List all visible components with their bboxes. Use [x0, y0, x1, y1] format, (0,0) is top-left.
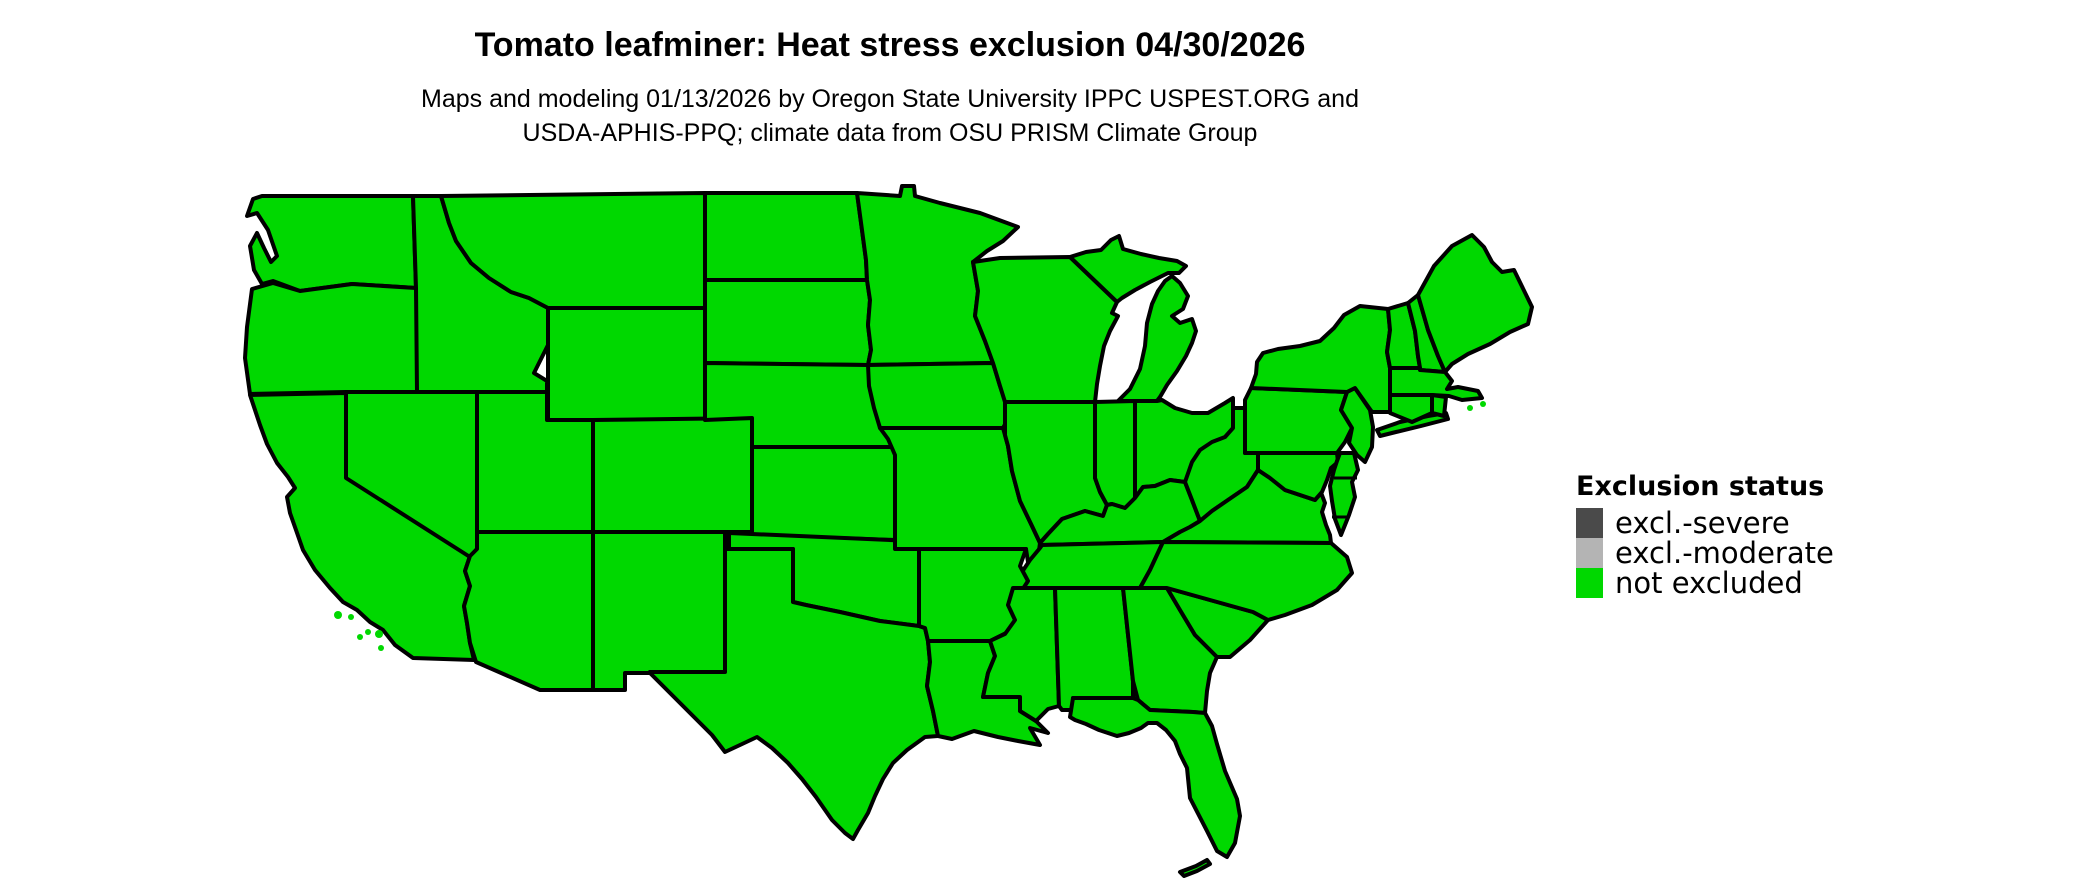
state-ks [750, 445, 897, 542]
state-az [462, 530, 595, 692]
state-pa [1243, 386, 1354, 455]
channel-island [378, 645, 384, 651]
legend-swatch-severe-icon [1576, 508, 1603, 538]
state-nd [703, 191, 869, 282]
channel-island [357, 634, 363, 640]
state-nm [591, 530, 727, 692]
state-mi [1116, 274, 1198, 403]
state-wy [546, 306, 707, 422]
state-ny [1249, 304, 1392, 414]
state-al [1053, 586, 1135, 712]
subtitle-line-2: USDA-APHIS-PPQ; climate data from OSU PR… [522, 119, 1258, 147]
state-in [1093, 399, 1137, 510]
header: Tomato leafminer: Heat stress exclusion … [0, 0, 1780, 150]
page-title: Tomato leafminer: Heat stress exclusion … [474, 26, 1306, 64]
state-ct [1388, 393, 1434, 424]
legend-item-not-excluded: not excluded [1576, 568, 1834, 598]
state-ri [1430, 393, 1448, 418]
legend: Exclusion status excl.-severe excl.-mode… [1576, 471, 1834, 598]
legend-label-severe: excl.-severe [1615, 506, 1790, 540]
legend-label-not-excluded: not excluded [1615, 566, 1803, 600]
map-subtitle: Maps and modeling 01/13/2026 by Oregon S… [0, 82, 1780, 150]
state-sd [703, 278, 873, 367]
nantucket-island [1467, 405, 1473, 411]
state-fl-keys [1178, 858, 1212, 878]
channel-island [348, 614, 354, 620]
state-or [243, 281, 420, 396]
legend-item-moderate: excl.-moderate [1576, 538, 1834, 568]
legend-label-moderate: excl.-moderate [1615, 536, 1834, 570]
subtitle-line-1: Maps and modeling 01/13/2026 by Oregon S… [421, 85, 1359, 113]
marthas-vineyard-island [1480, 401, 1486, 407]
state-ia [866, 361, 1010, 430]
channel-island [365, 629, 371, 635]
states-group [243, 184, 1534, 878]
legend-title: Exclusion status [1576, 471, 1825, 502]
state-nc [1138, 540, 1354, 622]
state-mi-upper-peninsula [1068, 234, 1188, 304]
channel-island [334, 611, 342, 619]
state-co [591, 416, 754, 534]
legend-swatch-not-excluded-icon [1576, 568, 1603, 598]
state-me [1416, 233, 1534, 374]
state-ms [981, 586, 1061, 723]
state-fl [1068, 696, 1242, 859]
channel-island [375, 630, 383, 638]
legend-item-severe: excl.-severe [1576, 508, 1834, 538]
legend-swatch-moderate-icon [1576, 538, 1603, 568]
state-wa [245, 194, 418, 293]
state-de-md-peninsula [1328, 451, 1360, 537]
